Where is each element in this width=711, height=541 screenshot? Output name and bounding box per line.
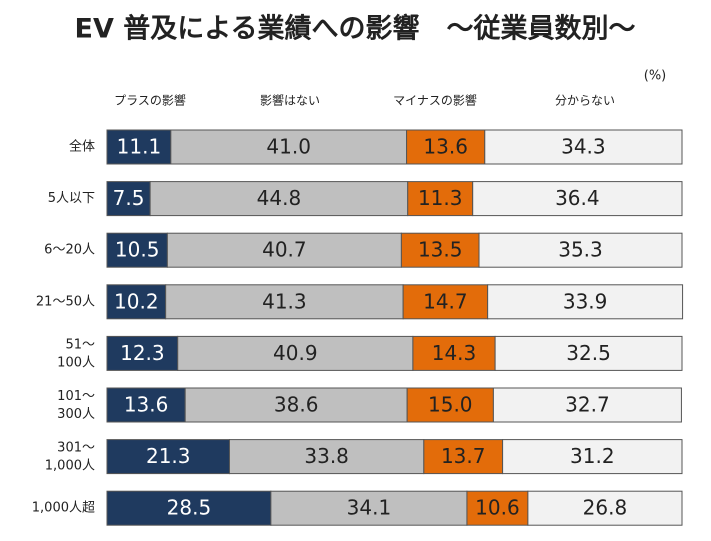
- value-label: 32.7: [565, 393, 610, 417]
- bar-segment: [106, 490, 272, 526]
- value-label: 35.3: [558, 238, 603, 262]
- value-label: 14.3: [432, 341, 477, 365]
- value-label: 10.2: [114, 289, 159, 313]
- bar-segment: [106, 335, 179, 371]
- value-label: 12.3: [120, 341, 165, 365]
- value-label: 41.0: [266, 135, 311, 159]
- category-label: 51～ 100人: [57, 337, 95, 370]
- bar-segment: [492, 387, 682, 423]
- bar-segment: [472, 181, 683, 217]
- value-label: 40.7: [262, 238, 307, 262]
- bar-segment: [106, 181, 151, 217]
- value-label: 13.5: [418, 238, 463, 262]
- category-label: 21～50人: [36, 294, 95, 309]
- value-label: 28.5: [167, 496, 212, 520]
- value-label: 21.3: [146, 444, 191, 468]
- value-label: 31.2: [570, 444, 615, 468]
- bar-segment: [165, 284, 404, 320]
- bar-segment: [106, 284, 167, 320]
- chart-title: EV 普及による業績への影響 ～従業員数別～: [75, 13, 636, 45]
- value-label: 15.0: [428, 393, 473, 417]
- bar-segment: [484, 129, 683, 165]
- bar-segment: [494, 335, 683, 371]
- bar-segment: [106, 439, 230, 475]
- unit-label: (%): [644, 69, 667, 84]
- bar-segment: [177, 335, 414, 371]
- legend-label: マイナスの影響: [393, 93, 477, 108]
- category-label: 1,000人超: [32, 501, 95, 516]
- bar-segment: [106, 232, 168, 268]
- value-label: 34.3: [561, 135, 606, 159]
- value-label: 33.9: [563, 289, 608, 313]
- value-label: 14.7: [423, 289, 468, 313]
- bar-segment: [170, 129, 408, 165]
- category-label: 6～20人: [44, 243, 95, 258]
- value-label: 13.6: [423, 135, 468, 159]
- value-label: 40.9: [273, 341, 318, 365]
- bar-segment: [406, 387, 494, 423]
- bar-segment: [466, 490, 529, 526]
- category-label: 301～ 1,000人: [45, 440, 95, 473]
- category-label: 5人以下: [48, 191, 95, 206]
- bar-segment: [106, 387, 186, 423]
- bar-segment: [166, 232, 402, 268]
- bar-segment: [502, 439, 683, 475]
- value-label: 44.8: [257, 186, 302, 210]
- bar-segment: [406, 129, 486, 165]
- bar-segment: [412, 335, 496, 371]
- bar-segment: [407, 181, 474, 217]
- value-label: 11.3: [418, 186, 463, 210]
- value-label: 13.6: [124, 393, 169, 417]
- legend-label: 影響はない: [260, 93, 320, 108]
- bar-segment: [106, 129, 172, 165]
- bar-segment: [184, 387, 408, 423]
- value-label: 26.8: [583, 496, 628, 520]
- value-label: 11.1: [117, 135, 162, 159]
- legend-label: プラスの影響: [114, 93, 186, 108]
- bar-segment: [478, 232, 683, 268]
- category-label: 全体: [69, 139, 95, 155]
- category-label: 101～ 300人: [57, 389, 95, 422]
- value-label: 10.6: [475, 496, 520, 520]
- value-label: 7.5: [113, 186, 145, 210]
- value-label: 38.6: [274, 393, 319, 417]
- value-label: 13.7: [441, 444, 486, 468]
- value-label: 32.5: [566, 341, 611, 365]
- value-label: 36.4: [555, 186, 600, 210]
- bar-segment: [423, 439, 504, 475]
- value-label: 41.3: [262, 289, 307, 313]
- value-label: 33.8: [304, 444, 349, 468]
- value-label: 10.5: [115, 238, 160, 262]
- bar-segment: [527, 490, 683, 526]
- value-label: 34.1: [347, 496, 392, 520]
- legend-label: 分からない: [555, 94, 615, 108]
- bar-segment: [149, 181, 409, 217]
- bar-segment: [487, 284, 684, 320]
